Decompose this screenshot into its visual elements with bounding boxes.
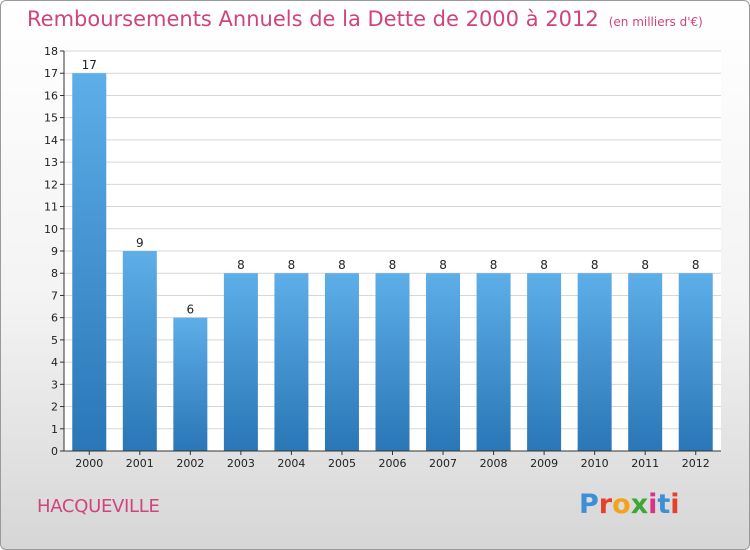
x-tick-label-2009: 2009 [530,457,558,470]
logo-letter: t [657,489,671,520]
bar-2008 [476,273,511,451]
y-tick-label: 18 [44,45,58,58]
y-tick-label: 5 [51,334,58,347]
x-tick-label-2001: 2001 [126,457,154,470]
y-tick-label: 7 [51,289,58,302]
data-label-2010: 8 [591,258,599,272]
x-tick-label-2005: 2005 [328,457,356,470]
bar-2000 [72,73,107,451]
chart-title-text: Remboursements Annuels de la Dette de 20… [27,7,599,31]
bar-2006 [375,273,410,451]
town-name: HACQUEVILLE [37,496,160,517]
axes [60,50,721,455]
data-label-2006: 8 [389,258,397,272]
data-label-2008: 8 [490,258,498,272]
data-label-2005: 8 [338,258,346,272]
y-tick-label: 1 [51,423,58,436]
x-tick-label-2010: 2010 [581,457,609,470]
y-tick-label: 3 [51,378,58,391]
bar-2007 [426,273,461,451]
x-tick-label-2000: 2000 [75,457,103,470]
proxiti-logo: Proxiti [579,489,680,520]
bar-2002 [173,317,208,451]
y-tick-label: 2 [51,401,58,414]
data-label-2009: 8 [540,258,548,272]
bar-2009 [527,273,562,451]
x-tick-label-2004: 2004 [277,457,305,470]
data-label-2000: 17 [82,58,97,72]
bars [72,73,713,451]
y-tick-label: 11 [44,201,58,214]
logo-letter: P [579,489,599,520]
y-tick-label: 13 [44,156,58,169]
y-tick-label: 14 [44,134,58,147]
x-tick-label-2006: 2006 [379,457,407,470]
x-tick-label-2008: 2008 [480,457,508,470]
y-tick-label: 12 [44,178,58,191]
logo-letter: i [648,489,658,520]
bar-2010 [577,273,612,451]
y-tick-label: 9 [51,245,58,258]
data-label-2011: 8 [641,258,649,272]
y-tick-label: 17 [44,67,58,80]
y-tick-label: 0 [51,445,58,458]
data-label-2012: 8 [692,258,700,272]
logo-letter: i [670,489,680,520]
bar-2003 [223,273,258,451]
x-tick-label-2011: 2011 [631,457,659,470]
y-tick-label: 4 [51,356,58,369]
bar-2001 [122,251,157,451]
x-tick-label-2002: 2002 [176,457,204,470]
data-label-2004: 8 [288,258,296,272]
chart-unit-note: (en milliers d'€) [608,15,703,29]
logo-letter: x [630,489,649,520]
bar-2004 [274,273,309,451]
x-tick-label-2012: 2012 [682,457,710,470]
chart-title: Remboursements Annuels de la Dette de 20… [27,7,703,31]
y-tick-label: 15 [44,112,58,125]
data-label-2003: 8 [237,258,245,272]
data-label-2007: 8 [439,258,447,272]
y-tick-label: 6 [51,312,58,325]
x-tick-label-2007: 2007 [429,457,457,470]
x-tick-labels: 2000 2001 2002 2003 2004 2005 2006 2007 2008 2009… [75,457,709,470]
logo-letter: r [598,489,613,520]
y-tick-label: 16 [44,89,58,102]
y-tick-label: 8 [51,267,58,280]
data-labels: 17 9 6 8 8 8 8 8 8 8 8 8 8 [82,58,700,316]
data-label-2002: 6 [187,303,195,317]
x-tick-label-2003: 2003 [227,457,255,470]
bar-2011 [628,273,663,451]
y-tick-label: 10 [44,223,58,236]
data-label-2001: 9 [136,236,144,250]
bar-2005 [324,273,359,451]
logo-letter: o [612,489,631,520]
bar-2012 [678,273,713,451]
